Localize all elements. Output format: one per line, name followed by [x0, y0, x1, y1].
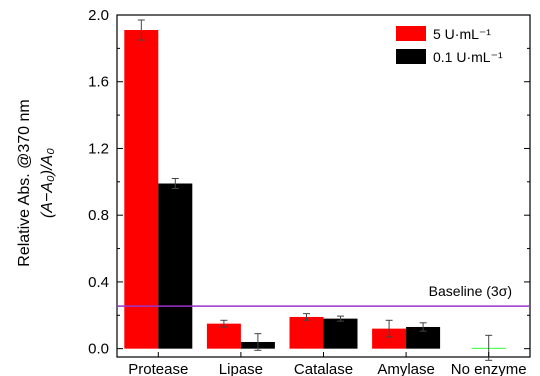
x-tick-label: Lipase [219, 361, 263, 376]
legend-swatch-series-1 [396, 26, 426, 41]
x-tick-label: Catalase [294, 361, 353, 376]
y-axis-label: Relative Abs. @370 nm [16, 99, 33, 266]
legend-label-series-1: 5 U·mL⁻¹ [433, 26, 491, 42]
bar-catalase-series-1 [289, 316, 324, 349]
legend: 5 U·mL⁻¹ 0.1 U·mL⁻¹ [396, 26, 503, 65]
bar-amylase-series-2 [406, 326, 441, 349]
legend-swatch-series-2 [396, 49, 426, 64]
y-tick-label: 0.4 [88, 274, 109, 291]
x-tick-label: Amylase [377, 361, 435, 376]
y-tick-label: 1.2 [88, 140, 109, 157]
legend-label-series-2: 0.1 U·mL⁻¹ [433, 49, 503, 65]
y-tick-label: 1.6 [88, 74, 109, 91]
bar-protease-series-2 [158, 183, 193, 349]
y-axis-formula: (A−A₀)/A₀ [39, 148, 56, 218]
baseline-label: Baseline (3σ) [429, 283, 512, 299]
bars [124, 30, 506, 349]
error-bars [137, 19, 493, 361]
y-tick-label: 0.8 [88, 207, 109, 224]
y-axis: 0.0 0.4 0.8 1.2 1.6 2.0 [88, 7, 530, 358]
x-tick-label: No enzyme [451, 361, 527, 376]
y-tick-label: 0.0 [88, 341, 109, 358]
x-tick-label: Protease [128, 361, 188, 376]
bar-catalase-series-2 [323, 318, 358, 349]
bar-amylase-series-1 [372, 328, 407, 349]
x-axis: Protease Lipase Catalase Amylase No enzyme [128, 352, 527, 376]
y-tick-label: 2.0 [88, 7, 109, 24]
bar-lipase-series-1 [206, 323, 241, 349]
bar-protease-series-1 [124, 30, 159, 349]
